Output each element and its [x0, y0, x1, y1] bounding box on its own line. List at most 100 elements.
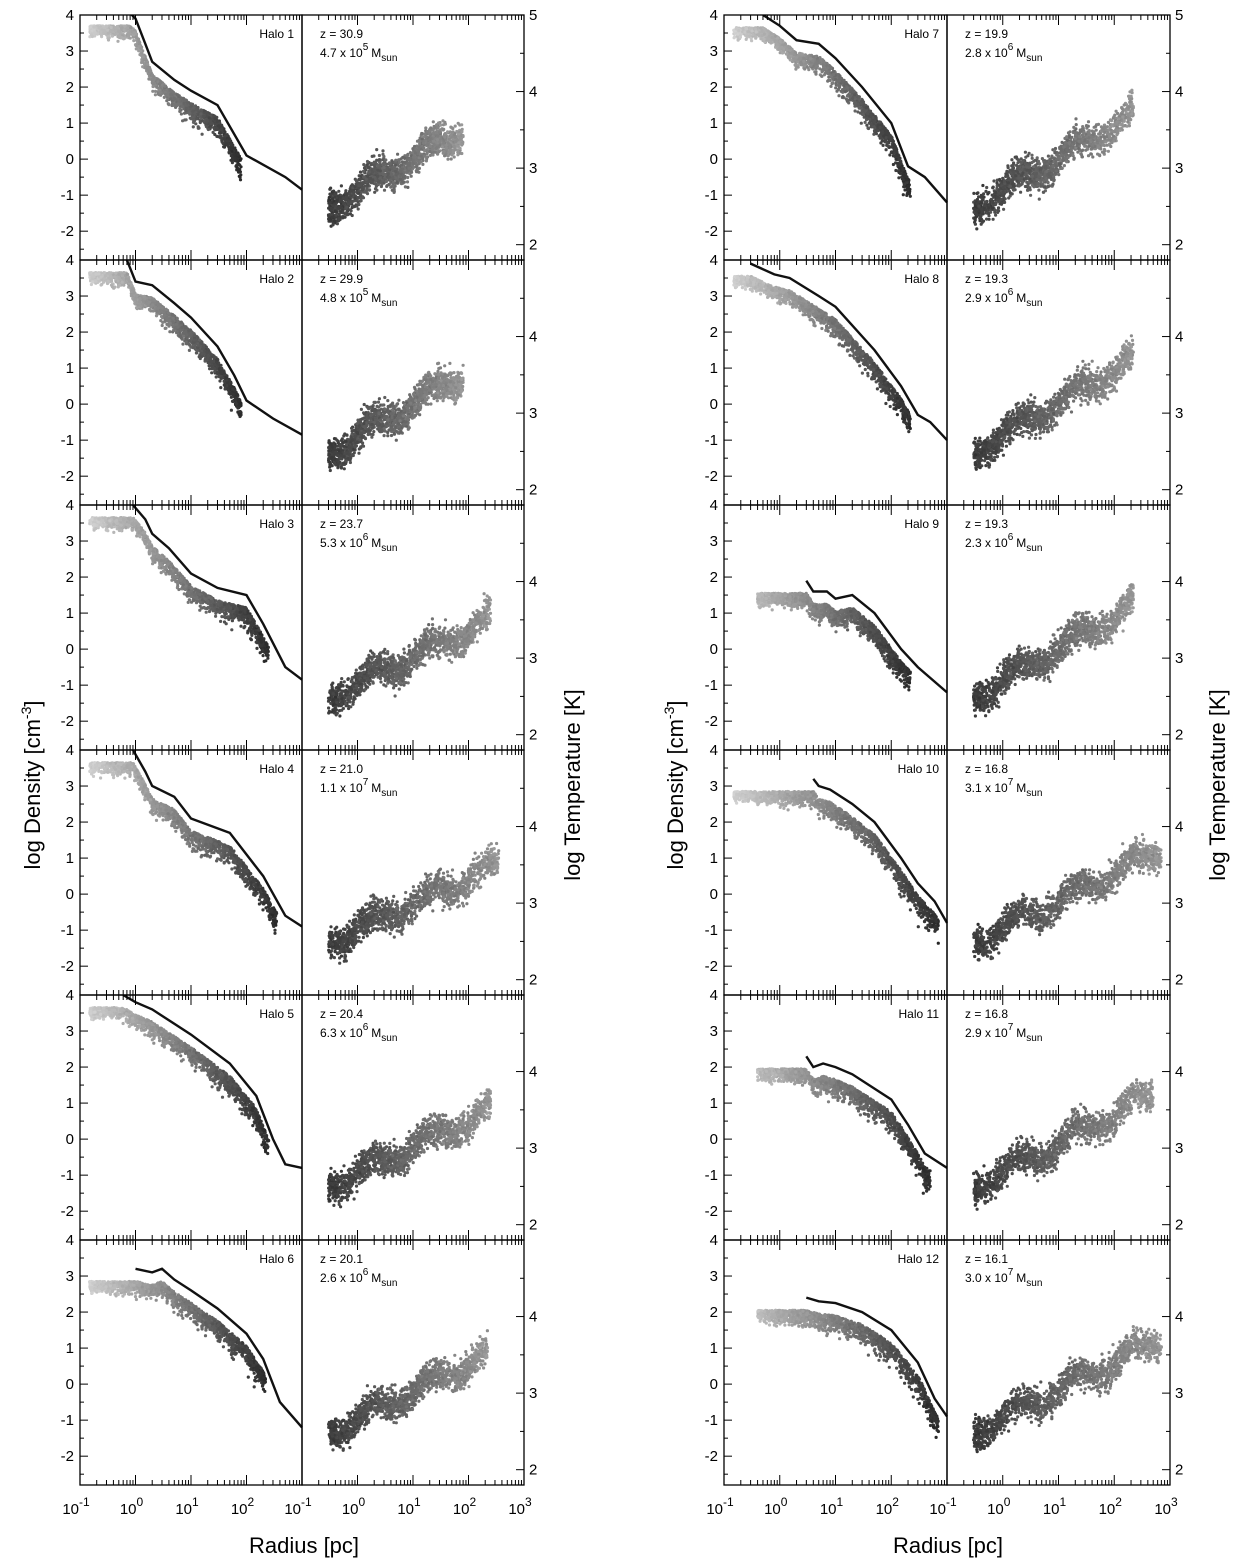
density-point — [117, 29, 121, 33]
temperature-point — [451, 137, 455, 141]
density-point — [194, 122, 198, 126]
density-point — [150, 77, 154, 81]
density-point — [138, 296, 142, 301]
temperature-point — [344, 189, 348, 193]
density-point — [169, 92, 173, 96]
temperature-point — [437, 150, 441, 154]
density-point — [110, 285, 114, 289]
density-point — [231, 143, 235, 147]
temperature-point — [395, 180, 399, 184]
density-point — [204, 120, 208, 124]
density-point — [191, 109, 195, 113]
density-point — [180, 337, 184, 341]
density-point — [229, 391, 233, 395]
density-point — [125, 272, 129, 276]
temperature-point — [376, 174, 380, 178]
density-point — [205, 114, 209, 118]
density-point — [175, 93, 180, 97]
density-point — [120, 26, 124, 30]
density-point — [122, 28, 126, 32]
density-point — [164, 92, 168, 97]
density-point — [174, 322, 179, 326]
temperature-point — [424, 126, 428, 130]
temperature-point — [397, 160, 401, 164]
temperature-point — [354, 179, 359, 183]
temperature-point — [372, 430, 376, 434]
density-point — [229, 158, 233, 162]
density-point — [137, 40, 141, 44]
density-point — [225, 139, 229, 143]
density-point — [116, 279, 120, 283]
temperature-point — [331, 204, 335, 208]
temperature-point — [327, 214, 331, 218]
density-point — [238, 170, 242, 174]
density-point — [88, 25, 92, 29]
density-point — [118, 31, 122, 36]
density-point — [229, 154, 233, 158]
density-point — [223, 134, 227, 138]
temperature-point — [381, 178, 385, 182]
density-point — [108, 29, 112, 33]
temperature-point — [448, 361, 452, 365]
density-point — [219, 376, 224, 380]
temperature-point — [370, 170, 375, 174]
density-point — [102, 280, 106, 284]
temperature-point — [434, 146, 438, 150]
temperature-point — [369, 163, 373, 167]
temperature-point — [371, 178, 375, 182]
temperature-point — [356, 207, 360, 211]
temperature-point — [366, 174, 370, 178]
density-tick-label: 4 — [66, 7, 74, 24]
density-point — [158, 90, 162, 94]
temperature-point — [382, 162, 387, 166]
density-point — [226, 388, 230, 392]
density-point — [234, 402, 238, 406]
density-point — [168, 321, 172, 325]
density-point — [188, 343, 192, 347]
temperature-point — [387, 182, 391, 186]
density-point — [202, 343, 206, 347]
density-point — [138, 49, 142, 53]
density-point — [215, 120, 219, 124]
temperature-point — [460, 130, 464, 134]
density-scatter-cloud — [88, 24, 243, 182]
density-point — [141, 65, 145, 69]
density-point — [98, 30, 103, 34]
temperature-point — [335, 222, 339, 226]
temperature-point — [397, 398, 401, 402]
density-point — [188, 339, 192, 343]
temperature-point — [358, 170, 363, 174]
density-point — [145, 302, 149, 306]
density-point — [237, 412, 241, 417]
density-point — [184, 340, 188, 344]
temperature-point — [365, 159, 370, 164]
temperature-point — [329, 193, 333, 197]
temperature-point — [436, 138, 440, 142]
density-point — [158, 308, 163, 312]
temperature-point — [395, 172, 399, 176]
density-point — [116, 39, 120, 43]
temperature-point — [339, 466, 343, 470]
density-point — [160, 83, 164, 87]
temperature-point — [388, 168, 392, 172]
density-point — [236, 406, 240, 410]
temperature-point — [412, 165, 416, 169]
temperature-point — [441, 151, 445, 155]
density-point — [184, 325, 188, 329]
density-point — [200, 352, 204, 356]
density-point — [219, 386, 223, 390]
temperature-point — [372, 163, 376, 167]
temperature-point — [429, 144, 433, 148]
temperature-point — [328, 218, 332, 222]
density-point — [90, 34, 94, 39]
temperature-point — [373, 190, 377, 194]
temperature-point — [446, 130, 450, 134]
density-point — [160, 323, 164, 328]
density-point — [232, 152, 236, 156]
temperature-point — [361, 169, 366, 173]
density-point — [178, 109, 182, 113]
density-point — [235, 163, 239, 167]
density-point — [175, 316, 179, 321]
temperature-point — [342, 467, 346, 471]
